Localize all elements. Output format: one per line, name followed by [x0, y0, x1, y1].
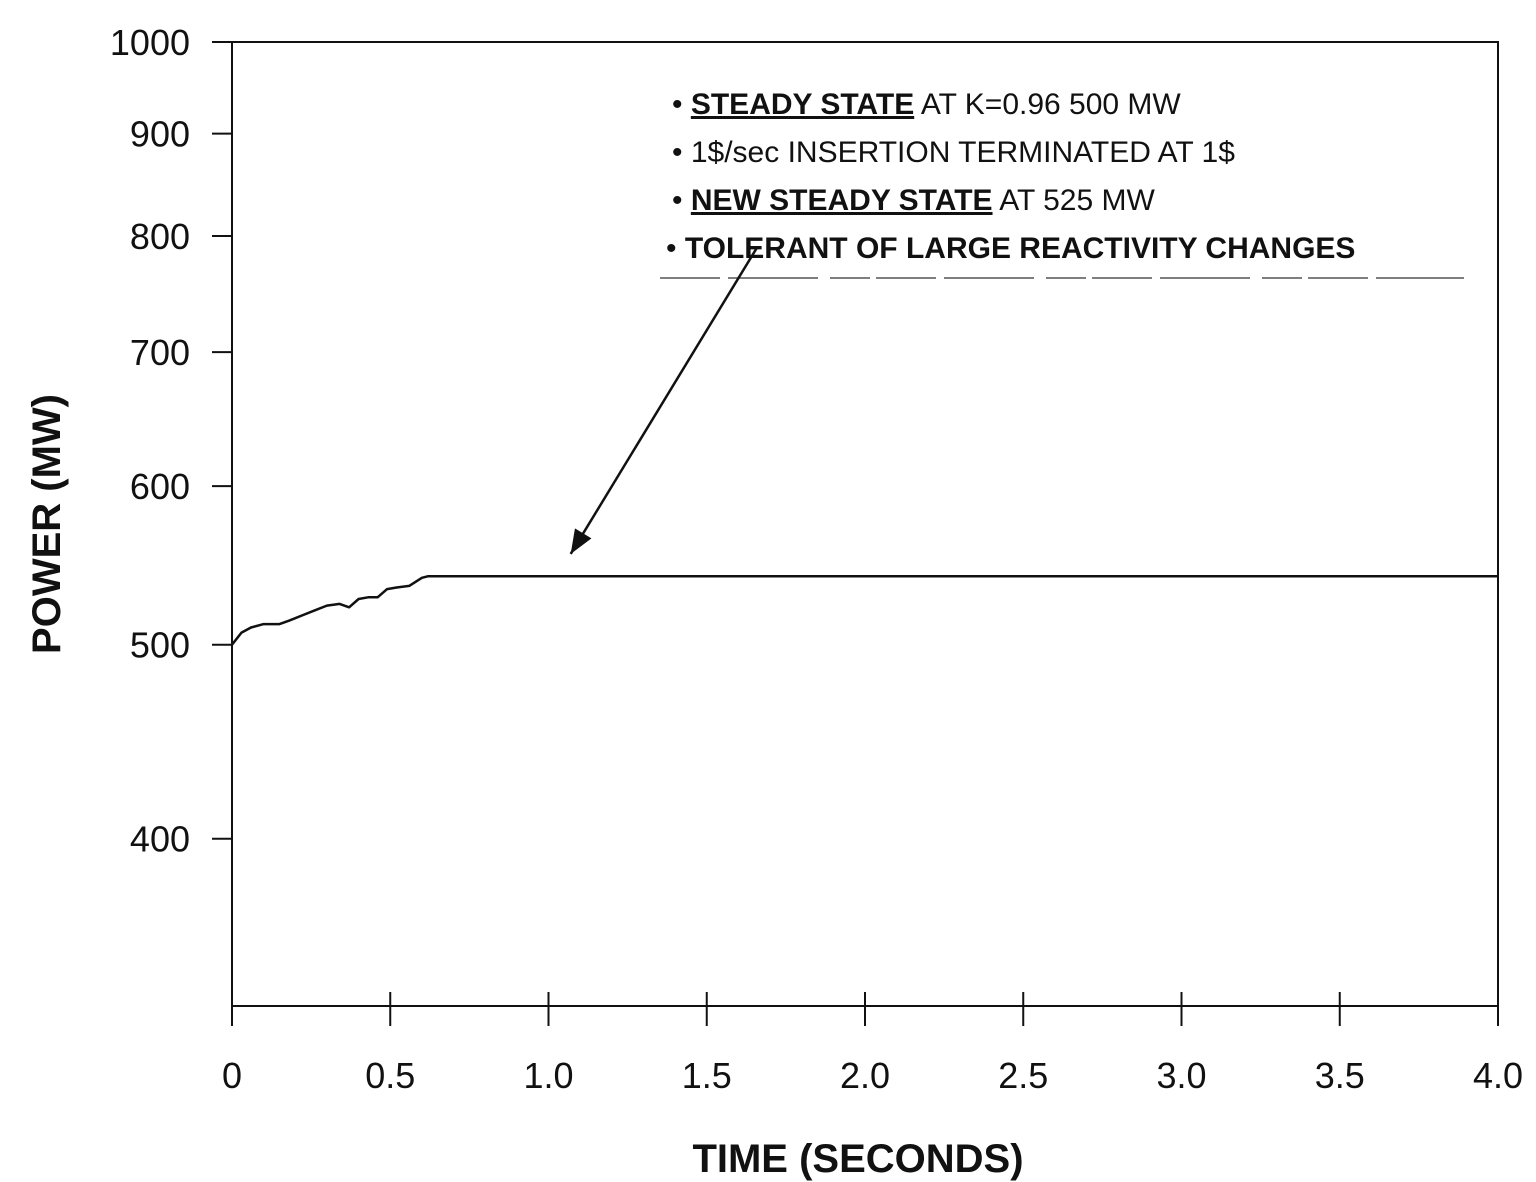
x-tick-label: 3.0 — [1156, 1055, 1206, 1096]
annotation-line-1: • STEADY STATE AT K=0.96 500 MW — [672, 88, 1181, 121]
annotation-segment: STEADY STATE — [691, 88, 914, 121]
annotation-line-3: • NEW STEADY STATE AT 525 MW — [672, 184, 1155, 217]
series-line-0 — [231, 574, 1498, 646]
y-axis: 400 500 600 700 800 900 1000 — [110, 22, 232, 860]
x-tick-label: 1.0 — [523, 1055, 573, 1096]
bullet-icon: • — [672, 88, 691, 121]
y-axis-title: POWER (MW) — [25, 394, 69, 654]
annotation-line-2: • 1$/sec INSERTION TERMINATED AT 1$ — [672, 136, 1235, 169]
bullet-icon: • — [672, 136, 691, 169]
y-tick-label: 400 — [130, 819, 190, 860]
y-tick-label: 800 — [130, 216, 190, 257]
annotation-segment: 1$/sec INSERTION TERMINATED AT 1$ — [691, 136, 1235, 169]
x-tick-label: 2.0 — [840, 1055, 890, 1096]
y-tick-label: 900 — [130, 114, 190, 155]
y-tick-label: 700 — [130, 332, 190, 373]
arrow-head-icon — [570, 528, 592, 554]
annotation-box: • STEADY STATE AT K=0.96 500 MW• 1$/sec … — [660, 88, 1464, 279]
x-tick-label: 1.5 — [682, 1055, 732, 1096]
annotation-segment: AT K=0.96 500 MW — [914, 88, 1181, 121]
bullet-icon: • — [672, 184, 691, 217]
x-tick-label: 0.5 — [365, 1055, 415, 1096]
x-axis: 0 0.5 1.0 1.5 2.0 2.5 3.0 3.5 4.0 — [222, 992, 1523, 1096]
x-axis-title: TIME (SECONDS) — [692, 1137, 1023, 1181]
x-tick-label: 4.0 — [1473, 1055, 1523, 1096]
x-tick-label: 3.5 — [1315, 1055, 1365, 1096]
series-layer — [231, 574, 1498, 646]
annotation-arrow — [569, 246, 759, 555]
x-tick-label: 2.5 — [998, 1055, 1048, 1096]
x-tick-label: 0 — [222, 1055, 242, 1096]
y-tick-label: 600 — [130, 466, 190, 507]
y-tick-label: 1000 — [110, 22, 190, 63]
y-tick-label: 500 — [130, 625, 190, 666]
annotation-segment: NEW STEADY STATE — [691, 184, 993, 217]
annotation-segment: AT 525 MW — [993, 184, 1156, 217]
bullet-icon: • — [666, 232, 685, 265]
annotation-line-4: • TOLERANT OF LARGE REACTIVITY CHANGES — [666, 232, 1355, 265]
annotation-segment: TOLERANT OF LARGE REACTIVITY CHANGES — [685, 232, 1356, 265]
arrow-shaft — [569, 246, 759, 555]
